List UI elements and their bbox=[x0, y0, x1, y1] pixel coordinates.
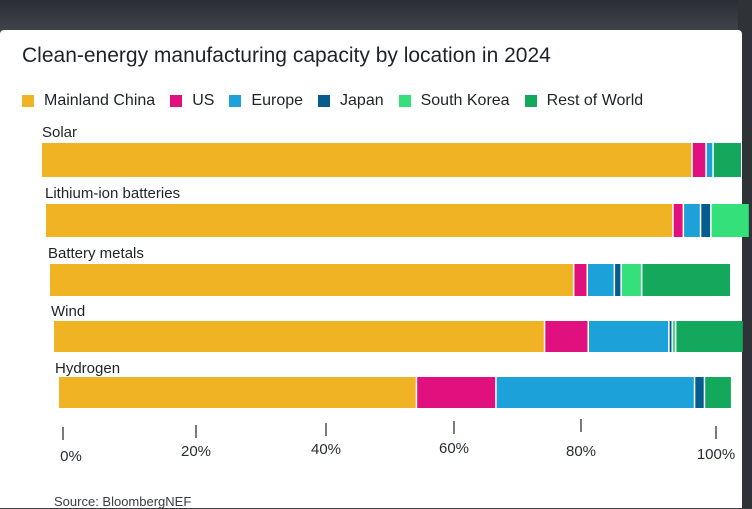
legend-label: Rest of World bbox=[546, 92, 644, 109]
legend-swatch bbox=[170, 95, 183, 107]
segment-separator bbox=[705, 143, 707, 177]
segment-separator bbox=[587, 321, 589, 352]
bar-solar-mainland-china bbox=[42, 143, 693, 177]
legend-item-us: US bbox=[170, 92, 214, 110]
bar-wind-japan bbox=[668, 321, 673, 352]
legend-item-europe: Europe bbox=[229, 92, 303, 110]
segment-separator bbox=[495, 377, 497, 408]
bar-wind-us bbox=[544, 321, 589, 352]
legend-swatch bbox=[229, 95, 242, 107]
segment-separator bbox=[620, 264, 622, 296]
bar-lithium-ion-batteries-mainland-china bbox=[46, 204, 673, 237]
segment-separator bbox=[710, 204, 712, 237]
x-tick-label: 40% bbox=[311, 441, 341, 458]
bar-battery-metals-rest-of-world bbox=[641, 264, 730, 296]
x-tick-label: 0% bbox=[60, 448, 82, 465]
bar-solar-us bbox=[692, 143, 707, 177]
bar-battery-metals-mainland-china bbox=[50, 264, 574, 296]
segment-separator bbox=[543, 321, 546, 352]
bar-battery-metals-south-korea bbox=[621, 264, 642, 296]
bar-lithium-ion-batteries-south-korea bbox=[710, 204, 749, 237]
x-tick-label: 60% bbox=[439, 440, 469, 457]
legend-label: Europe bbox=[251, 92, 304, 109]
bar-hydrogen-rest-of-world bbox=[704, 377, 731, 408]
segment-separator bbox=[674, 321, 677, 352]
bar-hydrogen-japan bbox=[694, 377, 705, 408]
segment-separator bbox=[691, 143, 693, 177]
bar-battery-metals-europe bbox=[587, 264, 615, 296]
segment-separator bbox=[415, 377, 418, 408]
bar-wind-rest-of-world bbox=[675, 321, 743, 352]
segment-separator bbox=[693, 377, 696, 408]
bar-lithium-ion-batteries-us bbox=[673, 204, 684, 237]
segment-separator bbox=[671, 321, 673, 352]
legend-label: Japan bbox=[340, 92, 384, 109]
bar-wind-mainland-china bbox=[54, 321, 545, 352]
legend-item-south-korea: South Korea bbox=[398, 92, 510, 110]
legend-swatch bbox=[524, 95, 537, 107]
legend-swatch bbox=[318, 95, 331, 107]
x-tick-label: 80% bbox=[566, 443, 596, 460]
category-label-hydrogen: Hydrogen bbox=[55, 360, 120, 377]
bar-solar-europe bbox=[706, 143, 713, 177]
x-tick-label: 20% bbox=[181, 443, 211, 460]
bar-wind-europe bbox=[588, 321, 669, 352]
x-tick-label: 100% bbox=[697, 446, 735, 463]
legend-swatch bbox=[398, 95, 411, 107]
segment-separator bbox=[672, 204, 674, 237]
legend-item-rest-of-world: Rest of World bbox=[524, 92, 644, 110]
segment-separator bbox=[699, 204, 702, 237]
category-label-solar: Solar bbox=[42, 124, 77, 141]
bar-hydrogen-us bbox=[416, 377, 496, 408]
segment-separator bbox=[682, 204, 685, 237]
bar-battery-metals-us bbox=[573, 264, 588, 296]
legend-label: US bbox=[192, 92, 215, 109]
bar-hydrogen-mainland-china bbox=[59, 377, 417, 408]
chart-title: Clean-energy manufacturing capacity by l… bbox=[22, 44, 551, 67]
segment-separator bbox=[703, 377, 706, 408]
legend-item-japan: Japan bbox=[318, 92, 384, 110]
category-label-wind: Wind bbox=[51, 303, 85, 320]
bar-hydrogen-europe bbox=[495, 377, 695, 408]
segment-separator bbox=[668, 321, 670, 352]
legend-item-mainland-china: Mainland China bbox=[22, 92, 155, 110]
legend-label: Mainland China bbox=[44, 92, 156, 109]
segment-separator bbox=[572, 264, 575, 296]
bar-lithium-ion-batteries-japan bbox=[700, 204, 711, 237]
segment-separator bbox=[712, 143, 714, 177]
bar-wind-south-korea bbox=[672, 321, 676, 352]
bar-solar-rest-of-world bbox=[713, 143, 741, 177]
category-label-battery-metals: Battery metals bbox=[48, 245, 144, 262]
legend-swatch bbox=[22, 95, 34, 107]
chart-source: Source: BloombergNEF bbox=[54, 494, 192, 509]
bar-battery-metals-japan bbox=[614, 264, 622, 296]
legend-label: South Korea bbox=[420, 92, 510, 109]
segment-separator bbox=[586, 264, 588, 296]
segment-separator bbox=[613, 264, 616, 296]
segment-separator bbox=[640, 264, 643, 296]
bar-lithium-ion-batteries-europe bbox=[683, 204, 701, 237]
chart-legend: Mainland China US Europe Japan South Korea Re… bbox=[22, 91, 658, 111]
category-label-lithium-ion-batteries: Lithium-ion batteries bbox=[45, 185, 180, 202]
